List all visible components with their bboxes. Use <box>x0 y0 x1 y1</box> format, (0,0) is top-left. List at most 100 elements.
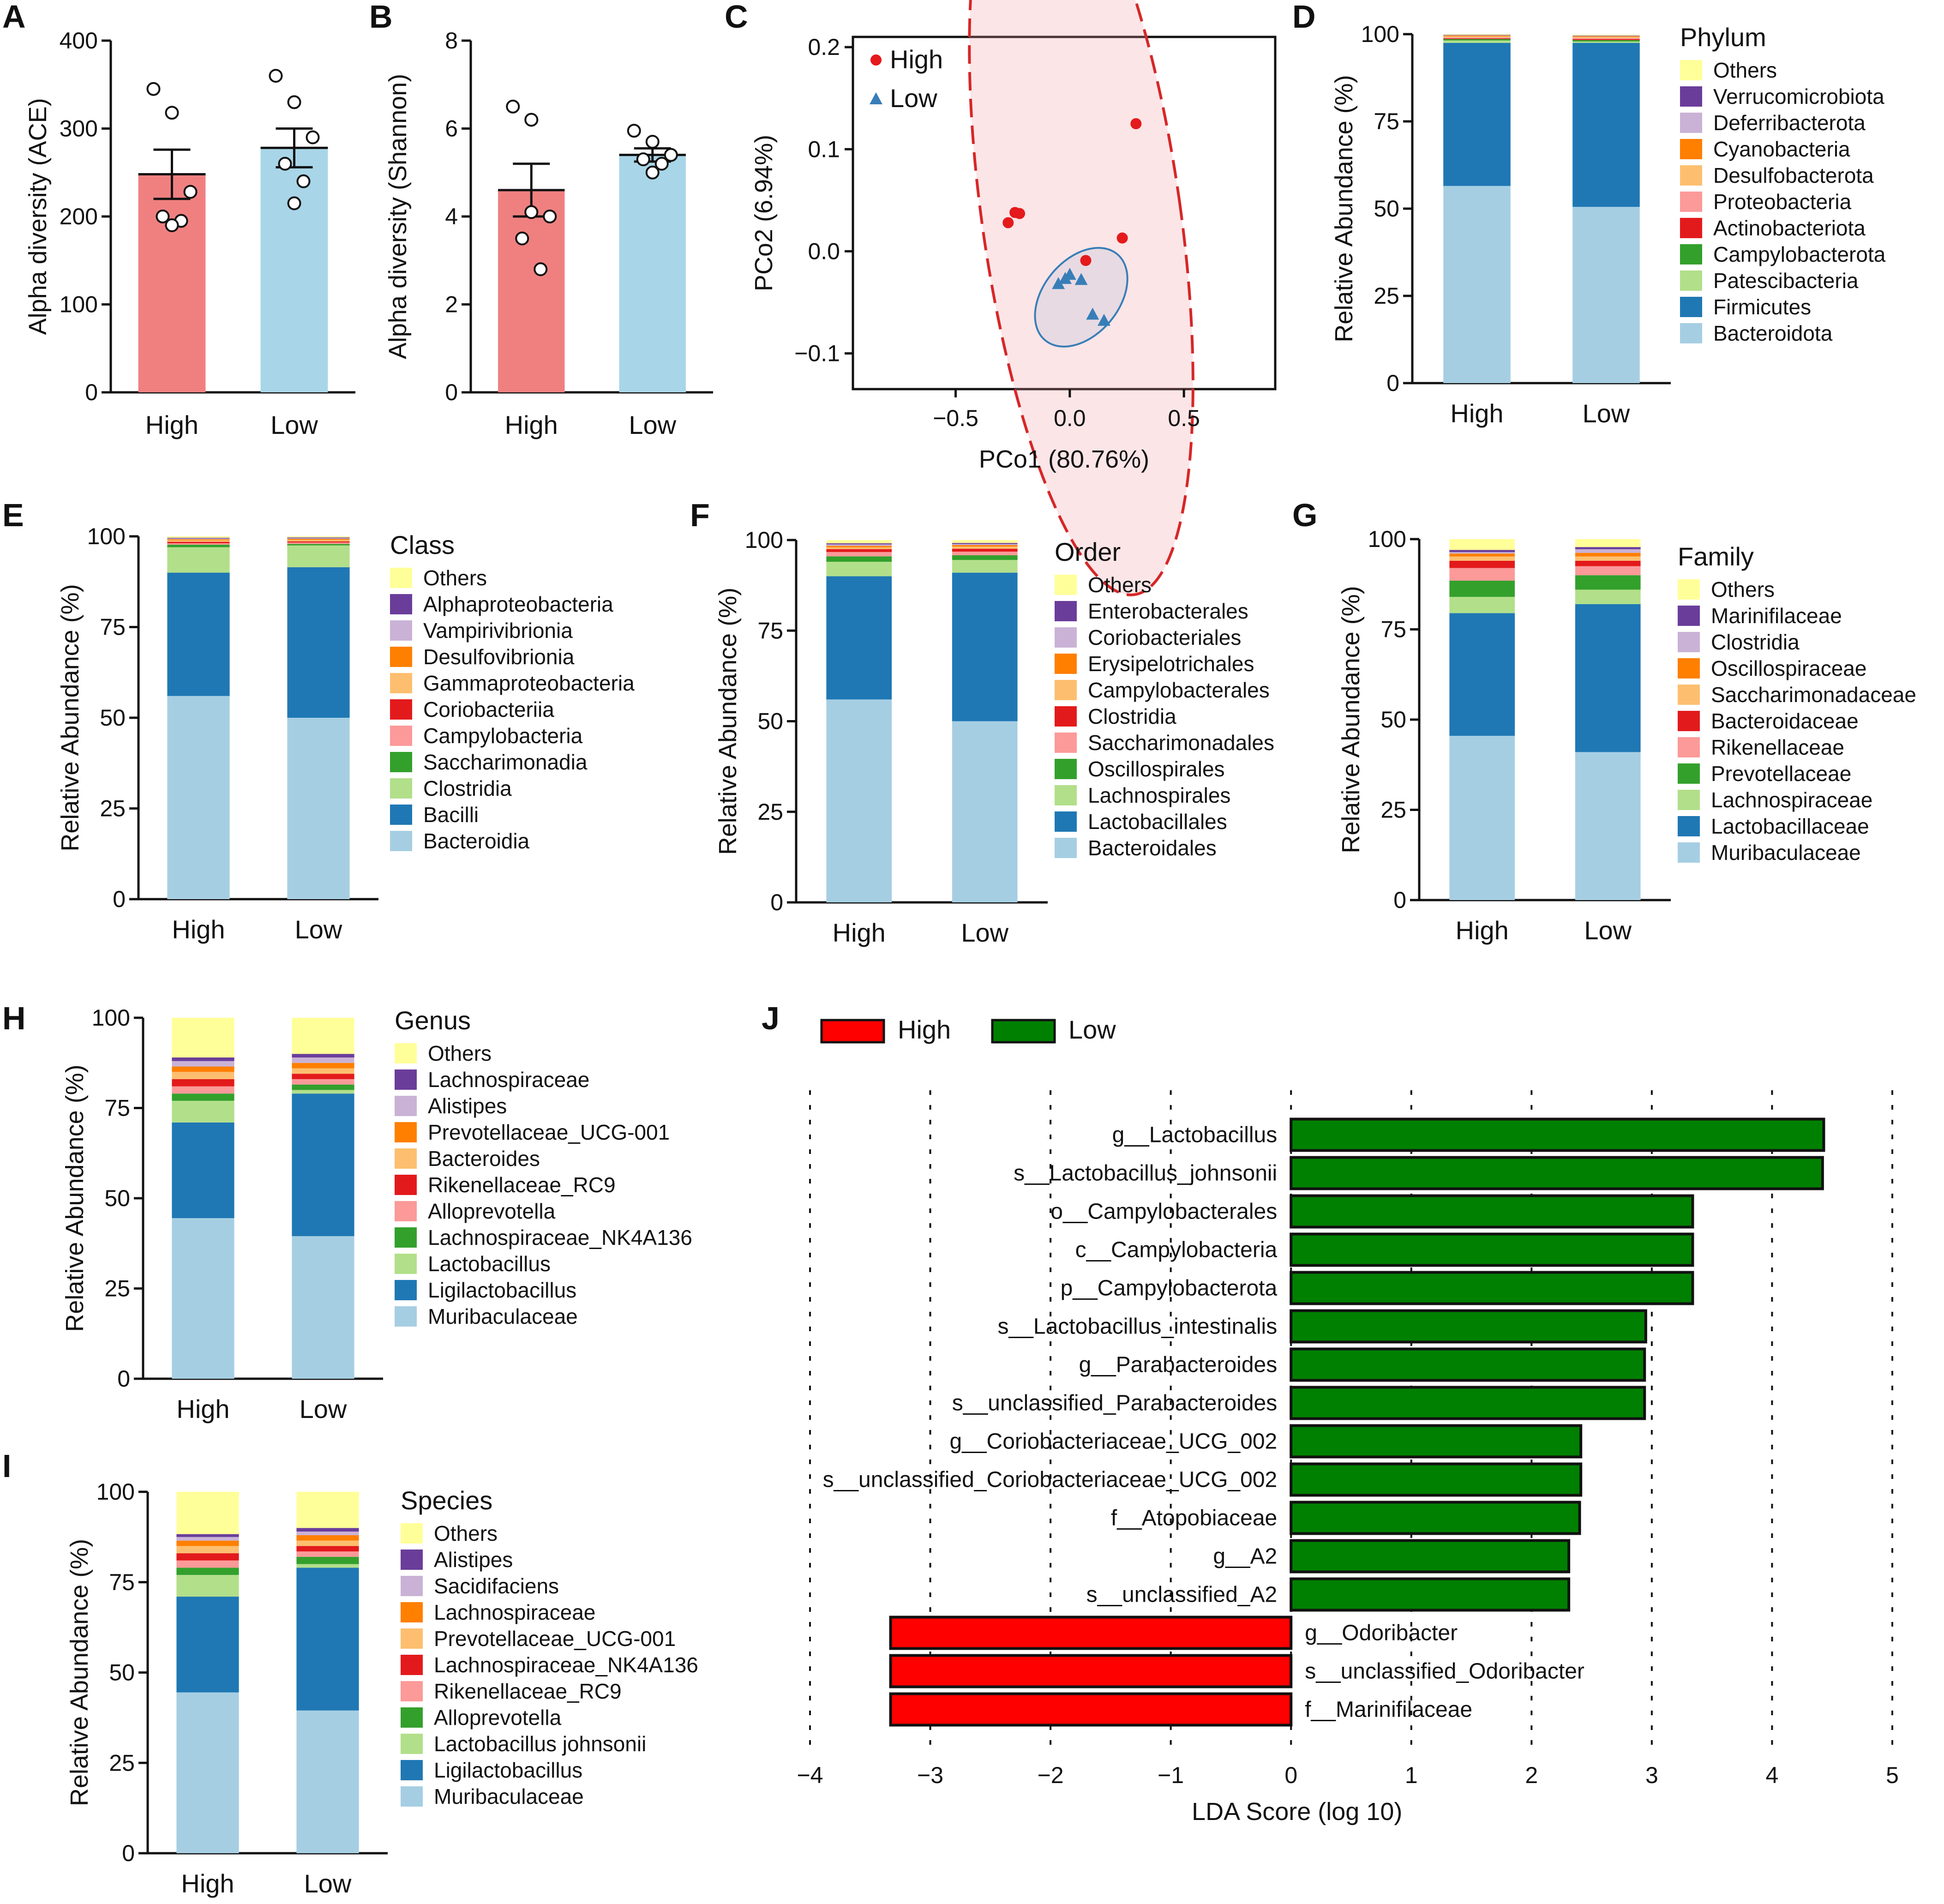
y-tick-label: 0 <box>1393 887 1406 913</box>
x-tick-label: −3 <box>917 1762 943 1788</box>
segment-others <box>172 1018 234 1058</box>
y-tick-label: 25 <box>100 796 126 822</box>
legend-swatch <box>395 1043 417 1063</box>
legend-label: Desulfovibrionia <box>423 645 575 669</box>
y-tick-label: 0 <box>122 1840 135 1866</box>
segment-others <box>176 1492 239 1534</box>
point-low <box>1052 277 1065 289</box>
segment-oscillospiraceae <box>1575 553 1641 557</box>
segment-proteobacteria <box>1443 37 1511 39</box>
segment-prevotellaceae-ucg-001 <box>176 1546 239 1554</box>
legend-label: Lachnospiraceae_NK4A136 <box>434 1653 698 1677</box>
segment-sacidifaciens <box>176 1537 239 1541</box>
legend-swatch <box>401 1628 423 1649</box>
segment-others <box>952 540 1018 543</box>
panel-H: H 0 25 50 75 100 Relative Abundance (%) High Low… <box>2 1000 692 1423</box>
segment-bacteroidaceae <box>1575 560 1641 566</box>
segment-alloprevotella <box>172 1086 234 1094</box>
sample-point <box>645 165 660 180</box>
legend-label: Others <box>1088 573 1152 597</box>
panel-F: F 0 25 50 75 100 Relative Abundance (%) High Low… <box>690 497 1274 947</box>
lda-bar <box>1290 1577 1571 1612</box>
legend-label: Muribaculaceae <box>428 1304 578 1328</box>
segment-others <box>1572 35 1640 36</box>
lda-bar <box>1290 1462 1583 1497</box>
segment-others <box>287 536 350 538</box>
segment-clostridia <box>167 547 230 573</box>
x-axis-title: LDA Score (log 10) <box>1192 1798 1402 1826</box>
segment-rikenellaceae-rc9 <box>292 1074 354 1079</box>
legend-label: Lachnospirales <box>1088 783 1230 807</box>
lda-feature-label: s__unclassified_Odoribacter <box>1305 1659 1584 1684</box>
segment-verrucomicrobiota <box>1443 35 1511 36</box>
segment-alloprevotella <box>296 1556 359 1564</box>
lda-feature-label: f__Marinifilaceae <box>1305 1698 1472 1722</box>
y-tick-label: 75 <box>757 618 783 643</box>
legend-title: Genus <box>395 1006 471 1035</box>
lda-feature-label: s__Lactobacillus_johnsonii <box>1014 1161 1277 1186</box>
sample-point <box>165 106 179 120</box>
legend-swatch-high <box>820 1019 885 1044</box>
category-label: High <box>1450 399 1503 428</box>
legend-label: Prevotellaceae_UCG-001 <box>434 1627 676 1651</box>
legend-label: Prevotellaceae_UCG-001 <box>428 1120 670 1144</box>
sample-point <box>156 210 170 223</box>
y-tick-label: 100 <box>1368 526 1406 552</box>
legend-label: Saccharimonadaceae <box>1711 683 1916 707</box>
legend-label: Saccharimonadia <box>423 750 588 774</box>
segment-coriobacteriales <box>826 544 892 546</box>
segment-patescibacteria <box>1572 41 1640 43</box>
point-low <box>1086 307 1099 320</box>
point-low <box>1098 313 1111 326</box>
y-tick-label: 75 <box>109 1569 135 1595</box>
y-tick-label: 50 <box>100 705 126 731</box>
legend-swatch <box>401 1550 423 1570</box>
segment-muribaculaceae <box>292 1236 354 1379</box>
segment-prevotellaceae <box>1575 575 1641 590</box>
y-tick-label: 0 <box>85 379 98 405</box>
lda-bar <box>1290 1424 1583 1459</box>
legend-label: Proteobacteria <box>1713 190 1852 214</box>
sample-point <box>515 231 529 246</box>
segment-lactobacillus <box>292 1090 354 1094</box>
y-tick-label: 0 <box>117 1366 130 1392</box>
legend-label-low: Low <box>890 84 937 113</box>
legend-label-high: High <box>898 1015 951 1044</box>
category-label: Low <box>1583 399 1630 428</box>
category-label: High <box>1456 916 1509 945</box>
legend-swatch <box>1055 811 1077 832</box>
y-tick-label: 100 <box>87 523 126 549</box>
legend-label: Alistipes <box>428 1094 507 1118</box>
segment-desulfobacterota <box>1572 37 1640 38</box>
y-tick-label: 100 <box>92 1005 130 1031</box>
y-tick-label: 75 <box>104 1095 130 1121</box>
segment-rikenellaceae <box>1449 568 1515 581</box>
sample-point <box>654 156 669 171</box>
legend-title: Species <box>401 1486 492 1515</box>
y-tick-label: 25 <box>757 799 783 825</box>
legend-swatch <box>1680 323 1702 343</box>
lda-bar <box>1290 1117 1825 1152</box>
legend-swatch <box>390 647 412 667</box>
x-tick-label: 0.0 <box>1054 405 1086 431</box>
y-tick-label: 25 <box>1380 797 1406 823</box>
segment-campylobacterales <box>826 547 892 549</box>
segment-oscillospirales <box>826 556 892 562</box>
legend-label: Lactobacillales <box>1088 810 1227 834</box>
legend-label: Firmicutes <box>1713 295 1811 319</box>
segment-oscillospiraceae <box>1449 553 1515 557</box>
legend-label: Rikenellaceae <box>1711 735 1844 759</box>
legend-label: Rikenellaceae_RC9 <box>434 1679 622 1703</box>
segment-lachnospiraceae-nk4a136 <box>172 1093 234 1101</box>
legend-label: Others <box>423 566 487 590</box>
segment-saccharimonadales <box>952 552 1018 555</box>
lda-bar <box>1290 1194 1694 1229</box>
legend-swatch <box>390 831 412 851</box>
segment-coriobacteriia <box>287 541 350 543</box>
segment-alistipes <box>172 1061 234 1067</box>
legend-swatch <box>401 1602 423 1622</box>
lda-bar <box>889 1616 1293 1650</box>
panel-E: E 0 25 50 75 100 Relative Abundance (%) High Low… <box>2 497 635 944</box>
legend-swatch <box>395 1069 417 1090</box>
legend-swatch <box>1680 113 1702 133</box>
